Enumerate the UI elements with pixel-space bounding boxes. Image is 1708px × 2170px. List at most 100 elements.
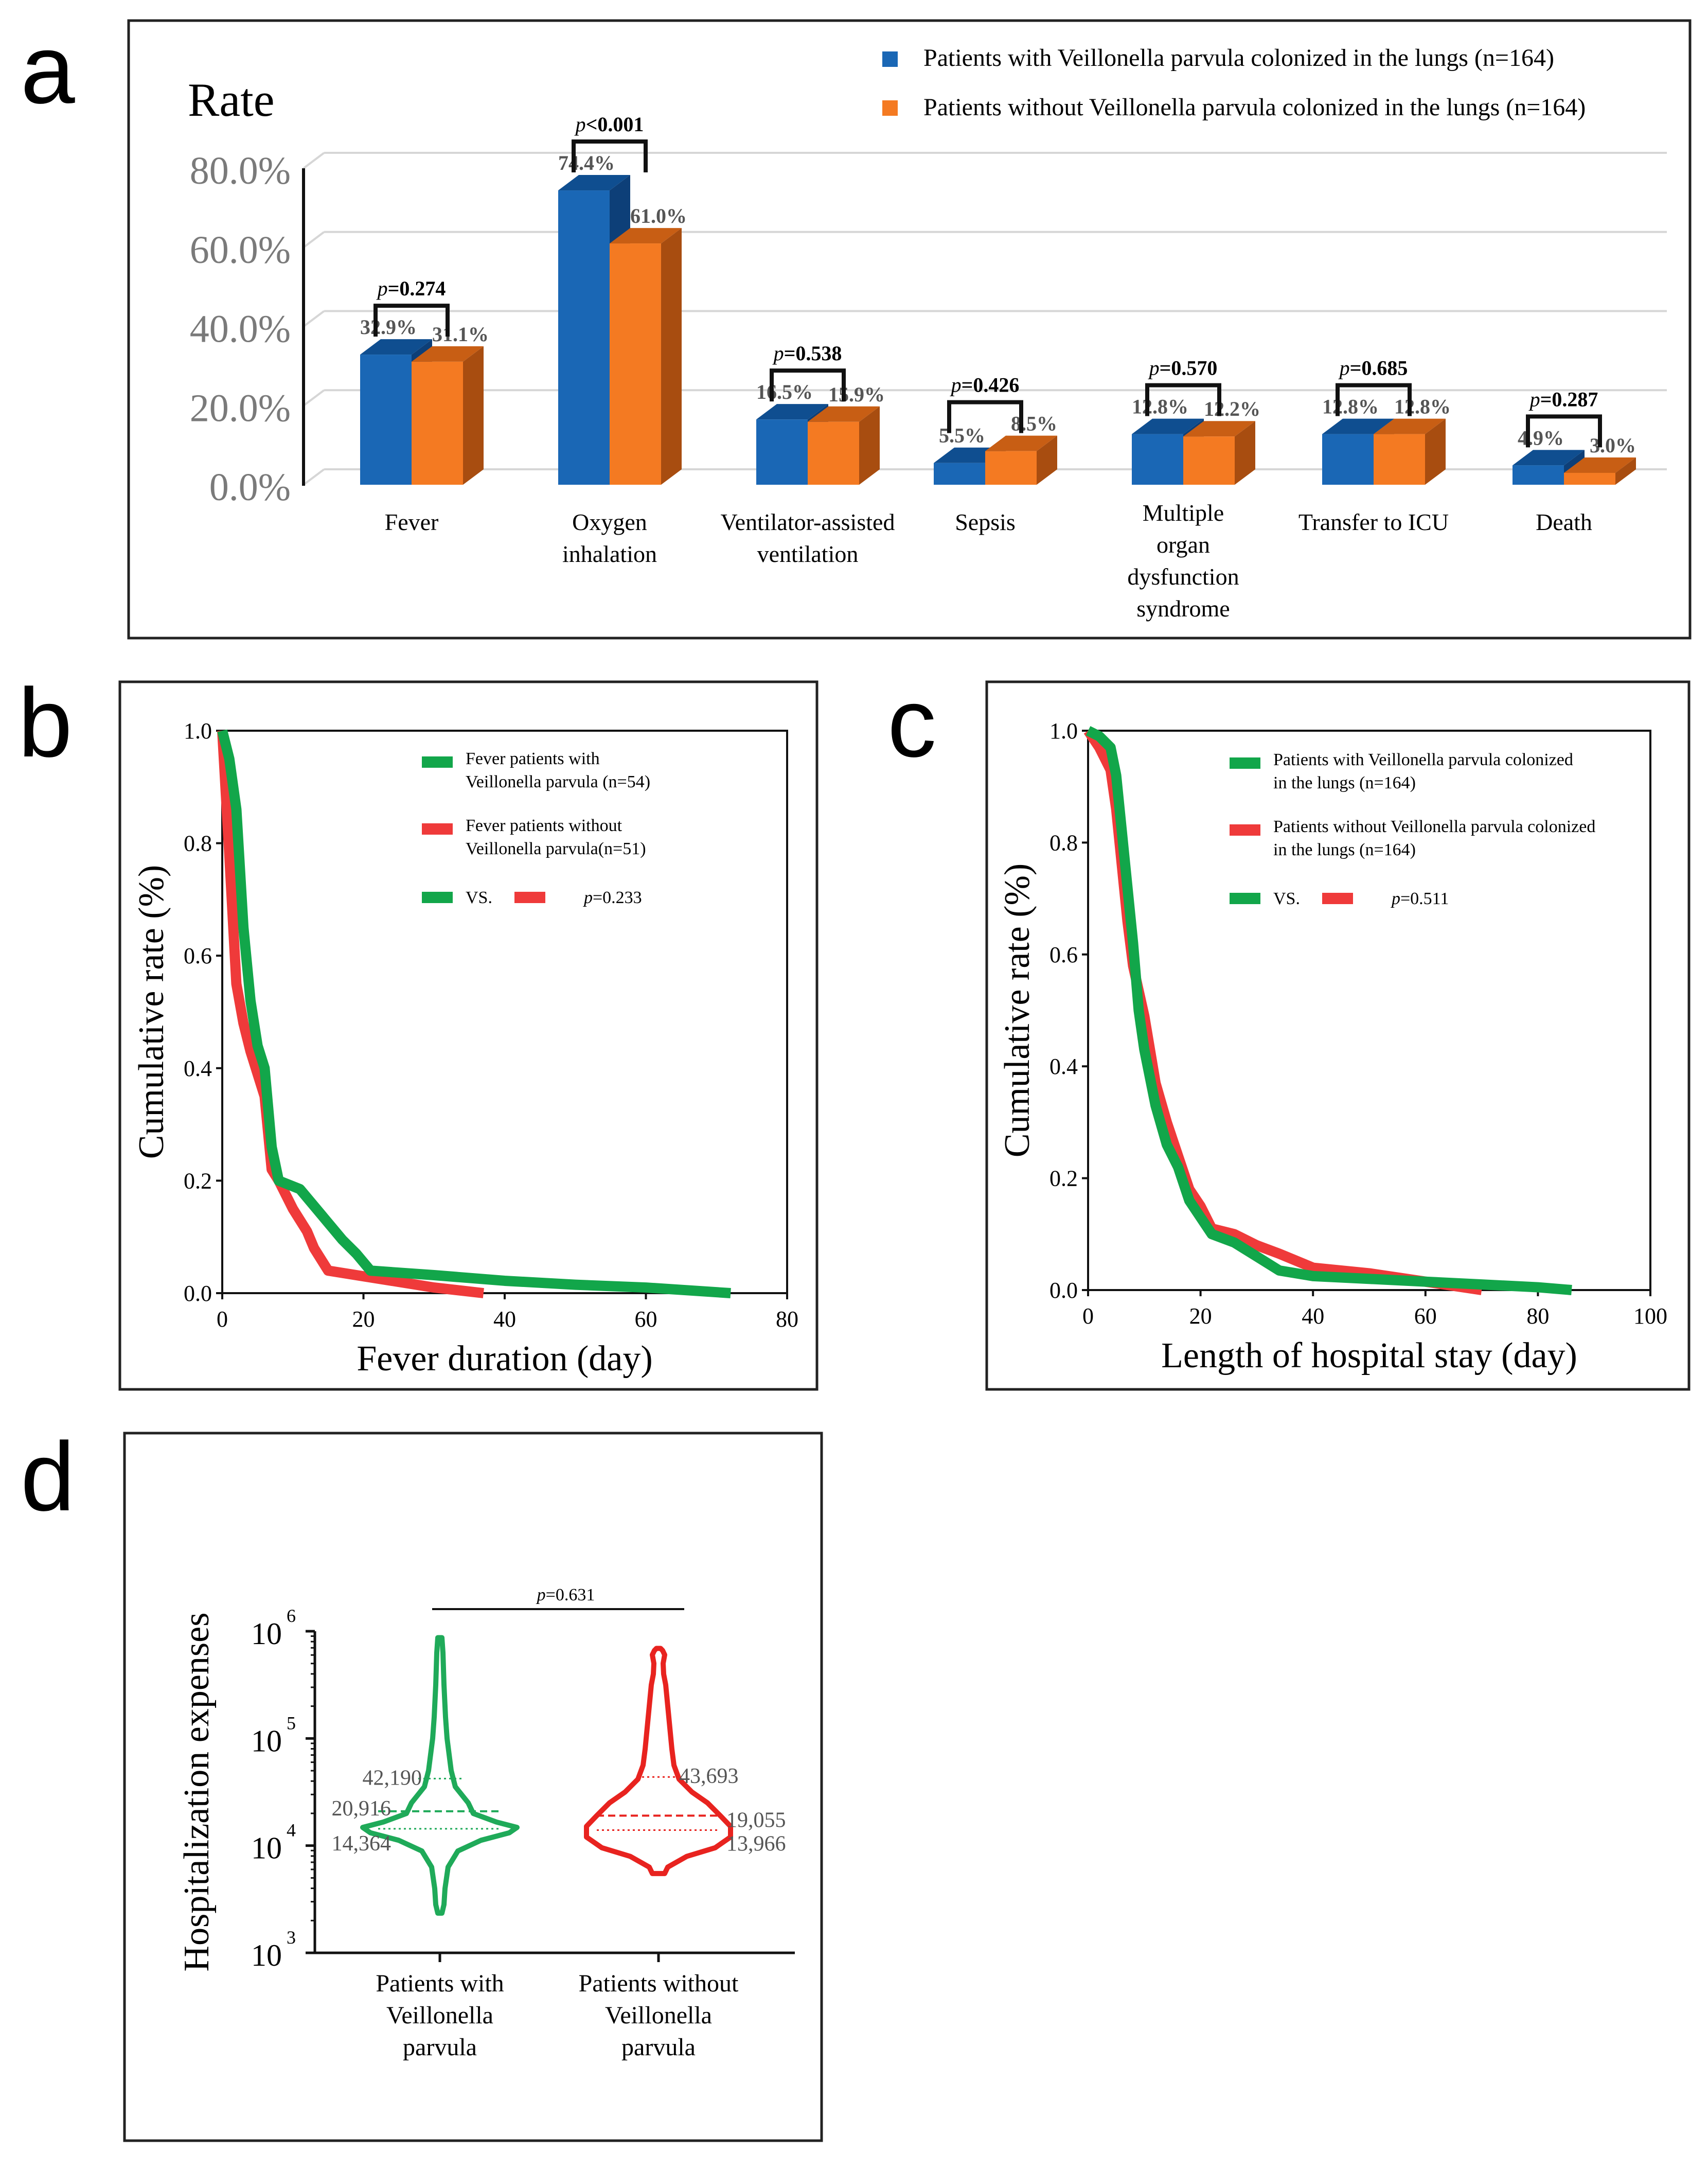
grid-line-diag bbox=[303, 310, 325, 328]
y-tick-label: 0.4 bbox=[184, 1056, 212, 1081]
group-label: Patients with bbox=[376, 1970, 504, 1997]
bar-with-top bbox=[360, 339, 432, 355]
x-tick-label: 100 bbox=[1633, 1303, 1667, 1329]
q1-label: 14,364 bbox=[332, 1832, 392, 1856]
bar-without bbox=[985, 451, 1037, 485]
y-tick-label: 60.0% bbox=[190, 228, 291, 272]
q3-label: 43,693 bbox=[679, 1765, 739, 1788]
legend-label-with: Patients with Veillonella parvula coloni… bbox=[923, 44, 1554, 72]
bar-without-top bbox=[1183, 421, 1255, 437]
bar-with bbox=[934, 463, 985, 485]
value-label-with: 4.9% bbox=[1518, 426, 1564, 449]
bar-without-top bbox=[1374, 418, 1446, 434]
value-label-with: 5.5% bbox=[939, 424, 985, 447]
x-tick-label: 40 bbox=[493, 1307, 516, 1332]
y-tick-label: 0.0% bbox=[209, 466, 291, 509]
category-label: Multiple bbox=[1143, 500, 1224, 526]
panel-letter-b: b bbox=[18, 668, 73, 778]
value-label-without: 12.8% bbox=[1394, 395, 1451, 418]
panel-letter-d: d bbox=[21, 1422, 75, 1531]
group-label: Veillonella bbox=[605, 2002, 712, 2029]
km-curve-without bbox=[1083, 728, 1483, 1295]
legend-vs-swatch-without bbox=[1322, 893, 1353, 904]
grid-line-diag bbox=[303, 389, 325, 407]
y-axis-title: Rate bbox=[188, 74, 275, 126]
legend-vs-label: VS. bbox=[466, 888, 492, 907]
bar-without-top bbox=[808, 406, 880, 422]
bar-without-top bbox=[1564, 457, 1636, 473]
group-label: parvula bbox=[403, 2034, 477, 2061]
group-label: parvula bbox=[621, 2034, 696, 2061]
p-value-label: p=0.426 bbox=[950, 374, 1020, 397]
y-tick-base: 10 bbox=[251, 1617, 282, 1651]
legend-swatch-without bbox=[422, 823, 453, 835]
bar-with-top bbox=[558, 175, 630, 191]
bar-with bbox=[1513, 465, 1564, 485]
panel-letter-a: a bbox=[21, 15, 75, 124]
y-tick-label: 0.8 bbox=[1049, 830, 1078, 855]
p-bracket bbox=[373, 304, 450, 337]
plot-frame bbox=[1087, 730, 1651, 1291]
category-label: Fever bbox=[385, 509, 439, 535]
category-label: Ventilator-assisted bbox=[721, 509, 895, 535]
bar-with bbox=[1322, 434, 1374, 485]
y-tick-label: 0.6 bbox=[184, 943, 212, 968]
plot-frame bbox=[221, 730, 788, 1294]
value-label-without: 15.9% bbox=[828, 383, 885, 406]
p-bracket bbox=[1526, 414, 1602, 448]
x-tick-label: 20 bbox=[1189, 1303, 1212, 1329]
value-label-with: 12.8% bbox=[1132, 395, 1188, 418]
x-tick-label: 20 bbox=[352, 1307, 375, 1332]
y-tick-label: 0.0 bbox=[184, 1281, 212, 1306]
y-tick-base: 10 bbox=[251, 1938, 282, 1972]
bar-without-side bbox=[463, 346, 484, 485]
value-label-with: 32.9% bbox=[360, 315, 417, 339]
panel-c-frame bbox=[985, 680, 1691, 1391]
legend-swatch-without bbox=[1230, 824, 1260, 836]
value-label-without: 8.5% bbox=[1011, 412, 1057, 435]
y-tick-exponent: 4 bbox=[287, 1820, 296, 1841]
y-tick-exponent: 3 bbox=[287, 1927, 296, 1948]
category-label: Transfer to ICU bbox=[1298, 509, 1449, 535]
y-tick-exponent: 6 bbox=[287, 1606, 296, 1626]
violin-without bbox=[584, 1646, 733, 1876]
legend-swatch-with bbox=[422, 756, 453, 768]
p-value-label: p=0.631 bbox=[536, 1585, 595, 1604]
bar-with-top bbox=[1132, 418, 1204, 434]
group-label: Veillonella bbox=[386, 2002, 493, 2029]
panel-a-frame bbox=[127, 19, 1692, 640]
value-label-without: 3.0% bbox=[1590, 434, 1636, 457]
y-tick-label: 1.0 bbox=[1049, 718, 1078, 744]
p-bracket bbox=[1336, 383, 1412, 416]
p-bracket bbox=[1145, 383, 1221, 416]
grid-line-diag bbox=[303, 231, 325, 249]
legend-vs-swatch-with bbox=[1230, 893, 1260, 904]
bar-with-top bbox=[1322, 418, 1394, 434]
legend-label-without-1: Patients without Veillonella parvula col… bbox=[1273, 817, 1595, 836]
p-bracket bbox=[947, 400, 1023, 433]
y-tick-label: 0.2 bbox=[184, 1168, 212, 1193]
panel-c-km-chart: 0 20 40 60 80 100 0.0 0.2 0.4 0.6 0.8 1.0 Length of … bbox=[998, 718, 1667, 1375]
y-tick-label: 0.2 bbox=[1049, 1166, 1078, 1191]
bar-without-top bbox=[412, 346, 484, 362]
bar-without bbox=[610, 243, 661, 485]
legend-swatch-with bbox=[1230, 757, 1260, 769]
grid-line-diag bbox=[303, 468, 325, 486]
y-tick-label: 80.0% bbox=[190, 149, 291, 192]
panel-letter-c: c bbox=[887, 668, 936, 778]
p-value-label: p<0.001 bbox=[574, 113, 644, 136]
x-tick-label: 0 bbox=[217, 1307, 228, 1332]
y-tick-label: 20.0% bbox=[190, 386, 291, 430]
legend-label-without-1: Fever patients without bbox=[466, 816, 622, 835]
bar-with bbox=[1132, 434, 1183, 485]
category-label: syndrome bbox=[1136, 595, 1230, 622]
legend-swatch-without bbox=[882, 100, 898, 116]
y-tick-label: 0.6 bbox=[1049, 942, 1078, 967]
x-tick-label: 60 bbox=[635, 1307, 657, 1332]
legend-label-without-2: in the lungs (n=164) bbox=[1273, 840, 1416, 859]
bar-with bbox=[756, 419, 808, 485]
bar-without bbox=[1374, 434, 1425, 485]
bar-without bbox=[808, 421, 859, 485]
